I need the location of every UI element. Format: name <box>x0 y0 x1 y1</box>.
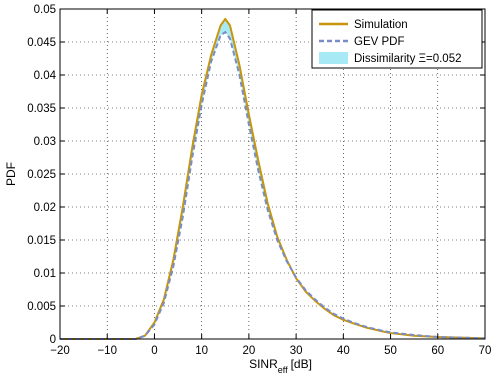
y-tick-label: 0.015 <box>27 235 56 247</box>
x-axis-label: SINReff [dB] <box>249 357 312 374</box>
legend: Simulation GEV PDF Dissimilarity Ξ=0.052 <box>311 9 483 69</box>
x-tick-label: 60 <box>431 345 444 357</box>
y-tick-label: 0.03 <box>34 136 56 148</box>
x-tick-label: −20 <box>50 345 70 357</box>
series-gev-line <box>60 31 486 340</box>
y-tick-label: 0.04 <box>34 70 57 82</box>
x-tick-label: 70 <box>479 345 492 357</box>
legend-label-simulation: Simulation <box>354 19 408 31</box>
y-axis-label: PDF <box>4 162 18 186</box>
y-tick-label: 0 <box>50 334 56 346</box>
y-tick-label: 0.035 <box>27 103 56 115</box>
y-tick-label: 0.005 <box>27 301 56 313</box>
legend-swatch-dissimilarity <box>319 52 348 64</box>
x-tick-label: 30 <box>290 345 303 357</box>
x-axis-label-unit: [dB] <box>291 357 312 371</box>
x-axis-label-main: SINR <box>249 357 278 371</box>
legend-label-gev: GEV PDF <box>354 36 404 48</box>
x-tick-label: 0 <box>151 345 157 357</box>
x-tick-label: 40 <box>337 345 350 357</box>
legend-label-dissimilarity: Dissimilarity Ξ=0.052 <box>354 53 462 65</box>
series-layer <box>60 17 486 340</box>
grid-lines <box>60 9 485 339</box>
y-tick-label: 0.05 <box>34 4 56 16</box>
y-tick-label: 0.02 <box>34 202 56 214</box>
x-tick-label: 20 <box>242 345 255 357</box>
y-tick-label: 0.045 <box>27 37 56 49</box>
x-axis-label-subscript: eff <box>278 365 288 374</box>
x-tick-label: 10 <box>195 345 208 357</box>
y-tick-label: 0.01 <box>34 268 56 280</box>
tick-labels: −20 −10 0 10 20 30 40 50 60 70 0 0.005 0.01 0.015 0.02… <box>27 4 491 357</box>
x-tick-label: 50 <box>384 345 397 357</box>
y-tick-label: 0.025 <box>27 169 56 181</box>
x-tick-label: −10 <box>97 345 117 357</box>
